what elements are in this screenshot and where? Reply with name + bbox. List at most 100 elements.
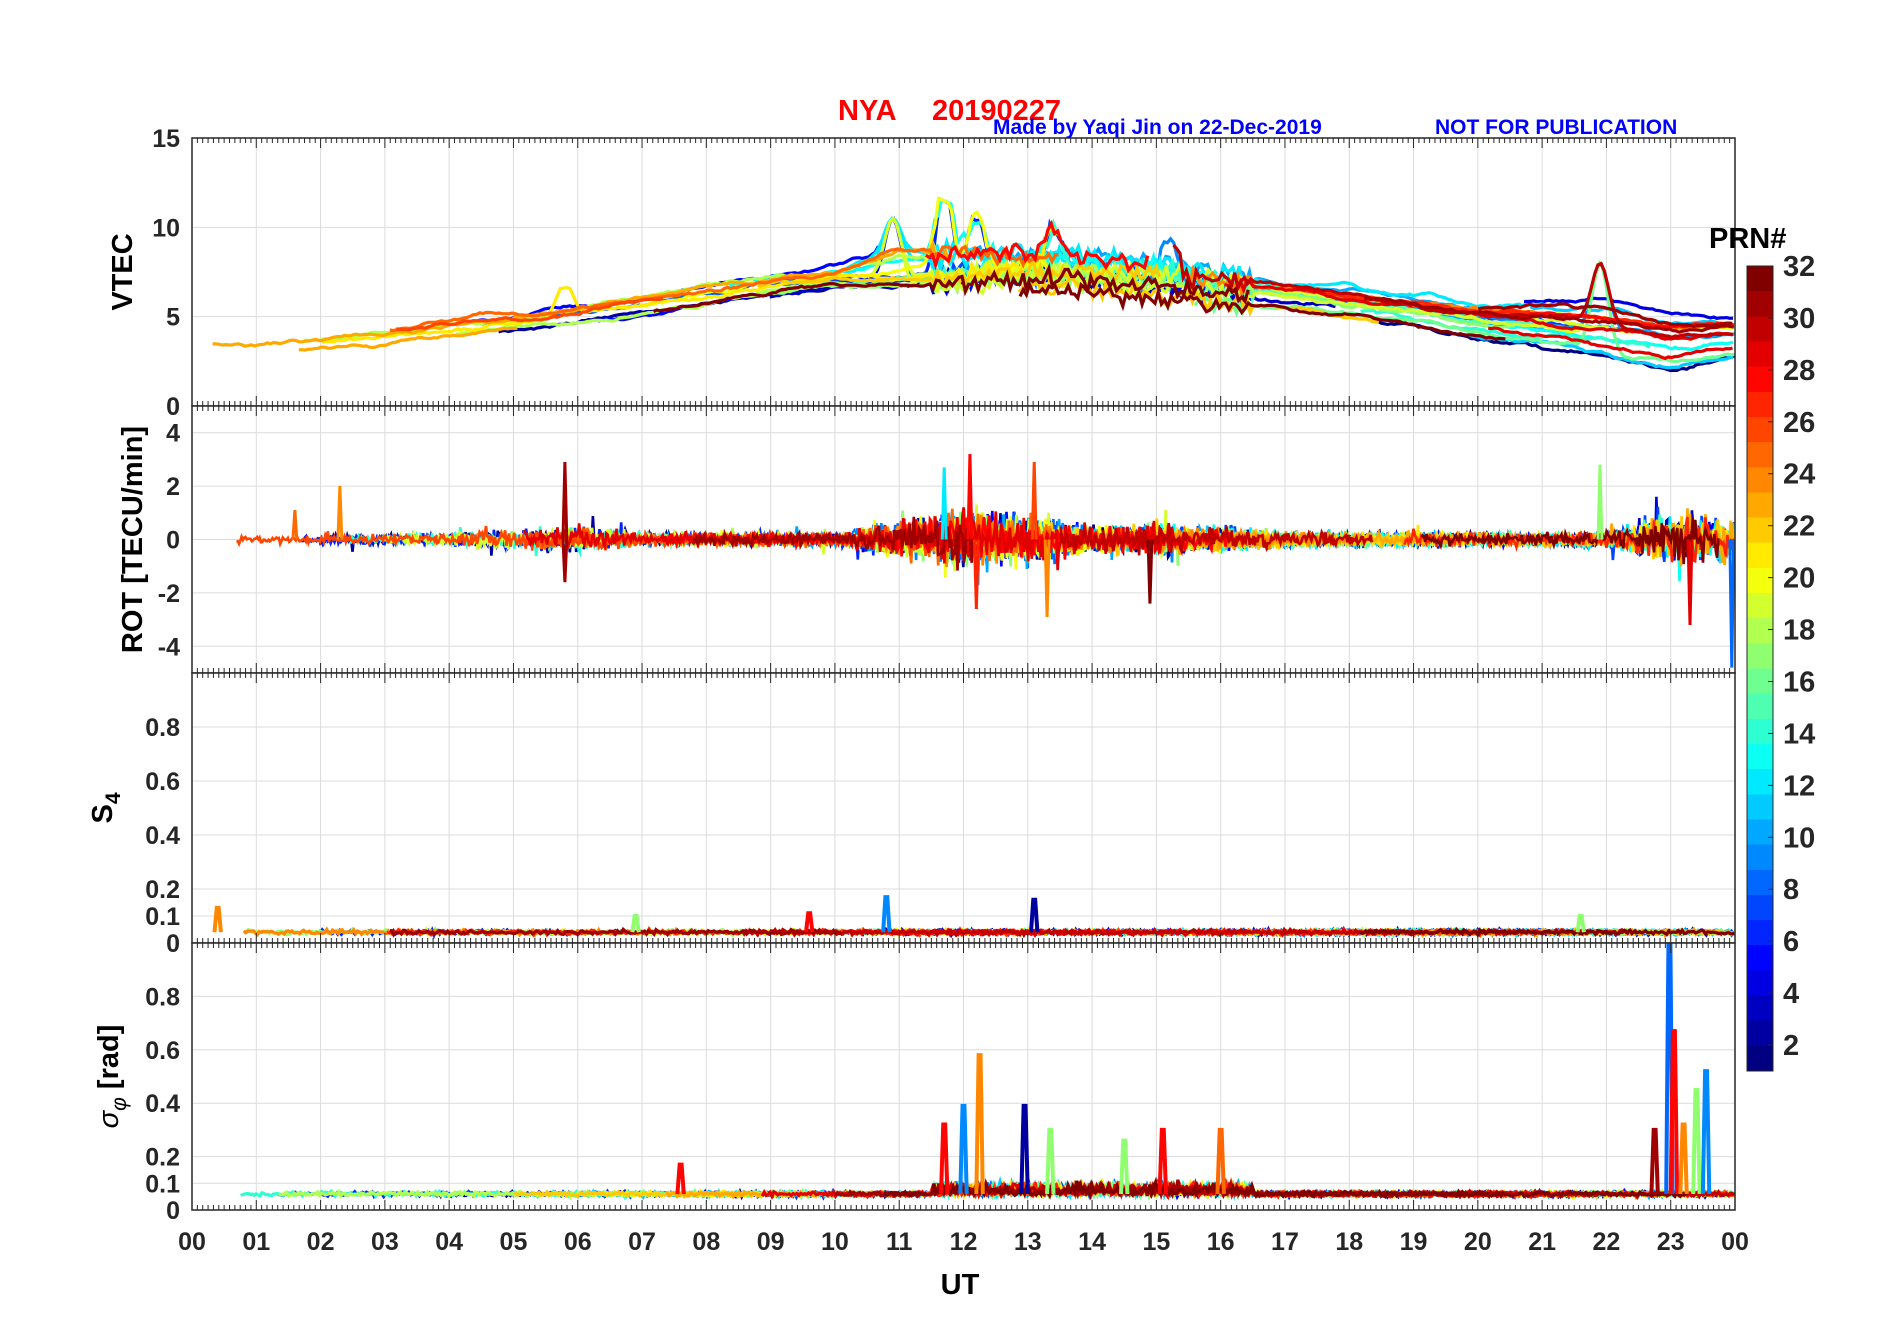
y-tick-label: 10 — [152, 214, 180, 242]
colorbar-tick-label: 18 — [1783, 615, 1815, 647]
colorbar-tick-label: 2 — [1783, 1030, 1799, 1062]
x-tick-label: 13 — [1014, 1228, 1042, 1256]
y-tick-label: -2 — [158, 580, 180, 608]
x-tick-label: 23 — [1657, 1228, 1685, 1256]
rot-spike — [1030, 462, 1038, 540]
x-tick-label: 22 — [1593, 1228, 1621, 1256]
y-axis-label-vtec: VTEC — [107, 233, 139, 310]
rot-spike — [940, 467, 948, 540]
colorbar-label: PRN# — [1709, 223, 1786, 255]
x-tick-label: 10 — [821, 1228, 849, 1256]
y-tick-label: 5 — [166, 304, 180, 332]
y-tick-label: 2 — [166, 473, 180, 501]
y-axis-label-rot: ROT [TECU/min] — [117, 426, 149, 653]
prn-32-line — [1018, 280, 1506, 341]
x-tick-label: 18 — [1335, 1228, 1363, 1256]
sigma_phi-spike — [1700, 1069, 1712, 1195]
y-tick-label: 0.4 — [145, 822, 180, 850]
x-tick-label: 15 — [1142, 1228, 1170, 1256]
sigma_phi-spike — [958, 1103, 969, 1195]
x-tick-label: 05 — [500, 1228, 528, 1256]
y-tick-label: 0.8 — [145, 714, 180, 742]
x-tick-label: 12 — [950, 1228, 978, 1256]
s4-spike — [881, 895, 892, 933]
colorbar-tick-label: 20 — [1783, 563, 1815, 595]
x-tick-label: 08 — [692, 1228, 720, 1256]
x-tick-label: 11 — [886, 1228, 913, 1256]
x-tick-label: 07 — [628, 1228, 656, 1256]
sigma_phi-panel: 00.10.2 0.4 0.6 0.8 σφ [rad] — [93, 942, 1736, 1225]
s4-spike — [630, 914, 641, 933]
x-tick-label: 20 — [1464, 1228, 1492, 1256]
prn-29-line — [522, 507, 1180, 571]
sigma_phi-spike — [1649, 1127, 1660, 1195]
prn-26-line — [396, 296, 664, 332]
y-tick-label: 0.1 — [145, 1170, 180, 1198]
colorbar-tick-label: 6 — [1783, 926, 1799, 958]
rot-spike — [336, 486, 344, 540]
x-tick-label: 00 — [178, 1228, 206, 1256]
vtec-series-group — [212, 196, 1735, 373]
x-tick-label: 16 — [1207, 1228, 1235, 1256]
x-tick-label: 04 — [435, 1228, 463, 1256]
y-axis-label-s4: S4 — [87, 792, 125, 823]
y-tick-label: 0.6 — [145, 768, 180, 796]
x-tick-label: 01 — [242, 1228, 270, 1256]
s4-panel: 00.10.2 0.4 0.6 0.8 S4 — [87, 672, 1736, 958]
colorbar-tick-label: 26 — [1783, 407, 1815, 439]
sigma_phi-spike — [1157, 1127, 1169, 1195]
y-tick-label: 0 — [166, 393, 180, 421]
notice-text: NOT FOR PUBLICATION — [1435, 116, 1677, 139]
date-title: 20190227 — [932, 95, 1061, 127]
colorbar-tick-label: 10 — [1783, 822, 1815, 854]
y-tick-label: 0.8 — [145, 983, 180, 1011]
sigma_phi-spike — [1019, 1103, 1030, 1195]
x-tick-label: 19 — [1400, 1228, 1428, 1256]
y-tick-label: 0 — [166, 930, 180, 958]
credit-text: Made by Yaqi Jin on 22-Dec-2019 — [993, 116, 1322, 139]
colorbar-tick-label: 28 — [1783, 355, 1815, 387]
x-tick-label: 14 — [1078, 1228, 1106, 1256]
prn-22-line — [1017, 273, 1379, 324]
sigma_phi-spike — [1691, 1087, 1702, 1195]
prn-31-line — [1364, 296, 1735, 334]
rot-panel: -4 -2 0 2 4 ROT [TECU/min] — [117, 405, 1736, 674]
rot-spike — [561, 462, 569, 540]
x-tick-label: 21 — [1528, 1228, 1556, 1256]
rot-spike — [1146, 539, 1154, 604]
x-tick-label: 02 — [307, 1228, 335, 1256]
colorbar-tick-label: 12 — [1783, 770, 1815, 802]
y-axis-label-sigma: σφ [rad] — [93, 1025, 131, 1129]
sigma_phi-spike — [974, 1053, 985, 1195]
y-tick-label: 0.6 — [145, 1037, 180, 1065]
y-tick-label: 0.2 — [145, 1144, 180, 1172]
y-tick-label: 4 — [166, 420, 180, 448]
colorbar-tick-label: 4 — [1783, 978, 1799, 1010]
rot-spike — [966, 454, 974, 540]
rot-spike — [972, 539, 980, 609]
y-tick-label: 15 — [152, 125, 180, 153]
prn-23-line — [298, 326, 518, 352]
prn-30-line — [1059, 522, 1374, 557]
colorbar-tick-label: 8 — [1783, 874, 1799, 906]
colorbar-tick-label: 22 — [1783, 511, 1815, 543]
colorbar-tick-label: 14 — [1783, 718, 1815, 750]
rot-spike — [1043, 539, 1051, 617]
rot-spike — [561, 539, 569, 583]
sigma_phi-spike — [675, 1162, 686, 1195]
y-tick-label: 0.2 — [145, 876, 180, 904]
sigma_phi-spike — [938, 1122, 950, 1195]
prn-32-line — [652, 262, 1250, 313]
sigma_phi-spike — [1045, 1127, 1056, 1195]
x-tick-label: 03 — [371, 1228, 399, 1256]
prn-31-line — [1478, 302, 1733, 329]
rot-spike — [291, 510, 299, 540]
sigma_phi-spike — [1678, 1122, 1689, 1195]
s4-spike — [212, 905, 223, 933]
rot-spike — [1728, 539, 1735, 668]
x-tick-label: 09 — [757, 1228, 785, 1256]
prn-14-line — [1360, 308, 1651, 349]
